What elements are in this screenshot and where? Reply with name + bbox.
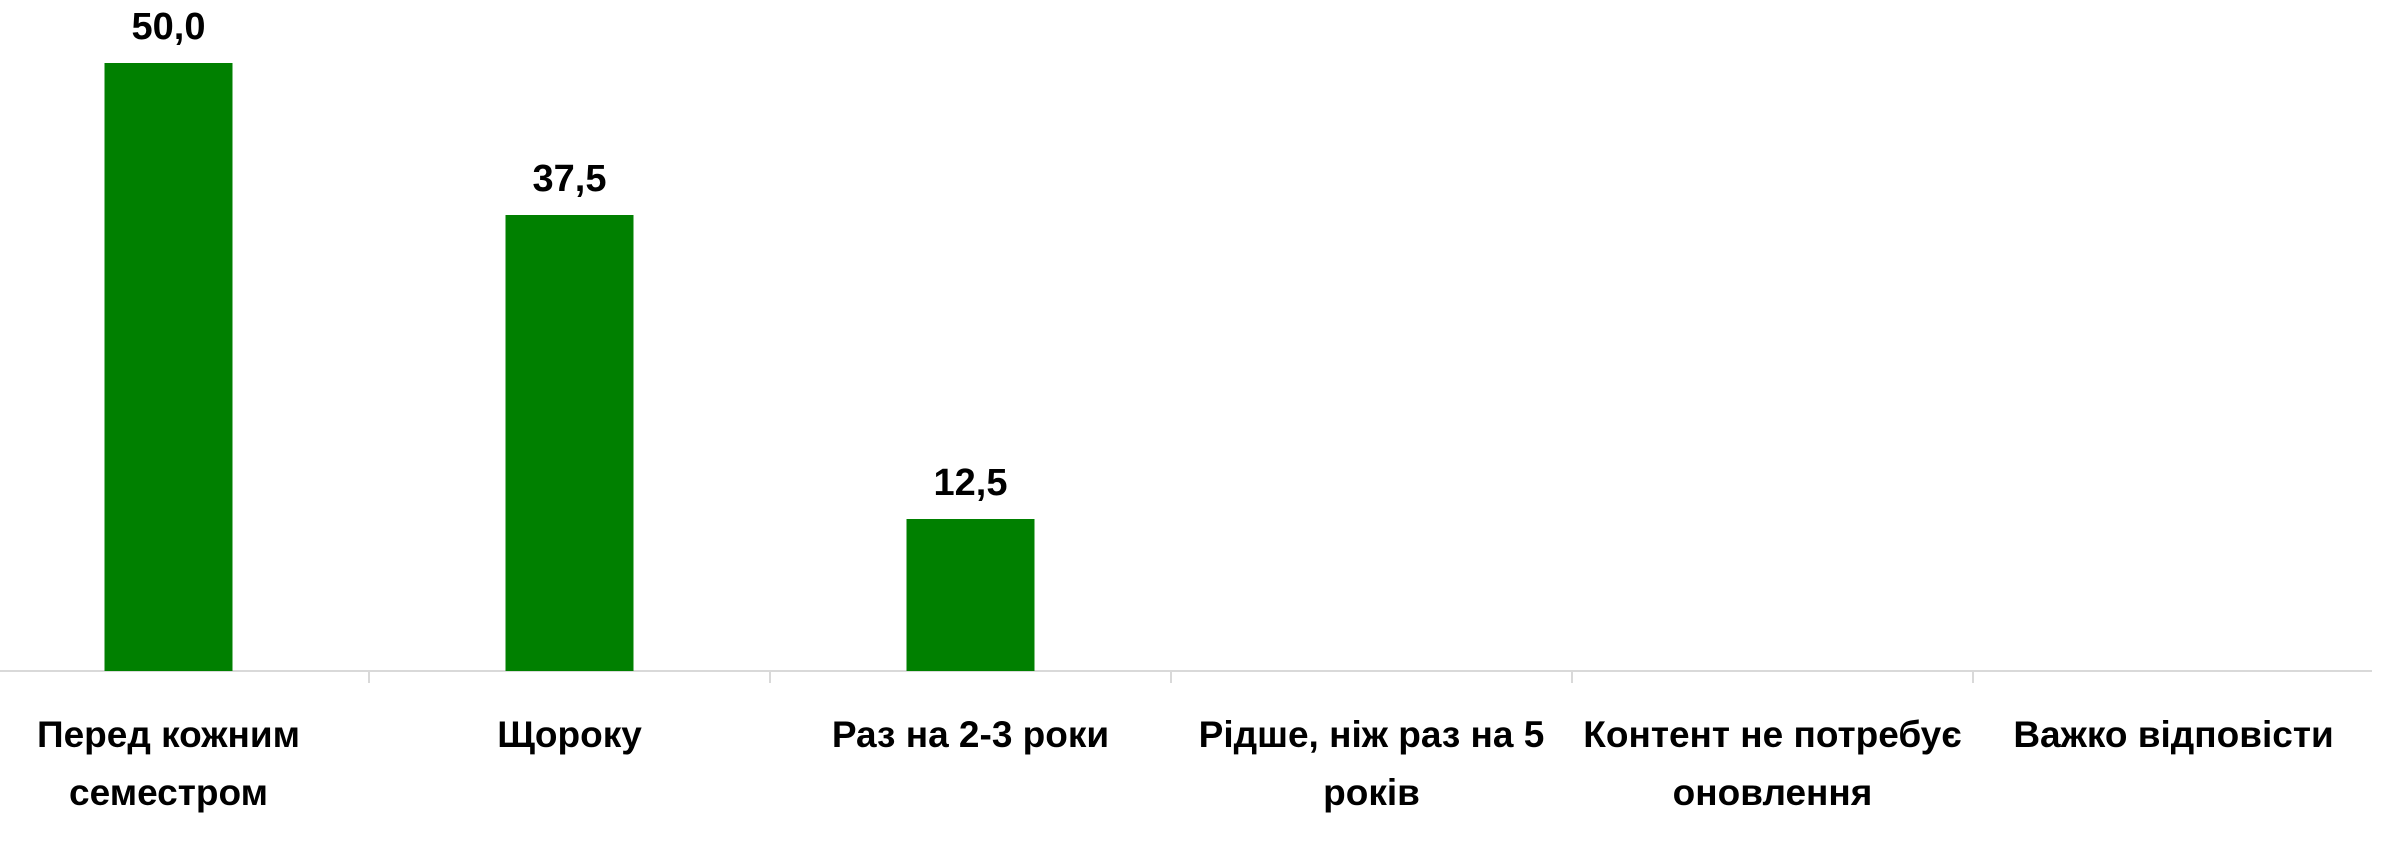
data-label: 37,5 [533,158,607,200]
data-label: 12,5 [934,462,1008,504]
x-tick-label: Щороку [497,714,642,755]
data-label: 50,0 [132,6,206,48]
x-tick-label: Важко відповісти [2013,714,2334,755]
bar [906,519,1035,671]
x-tick-label: Перед кожним семестром [37,714,300,813]
bar [104,63,233,671]
x-tick-label: Контент не потребує оновлення [1583,714,1962,813]
x-tick-label: Рідше, ніж раз на 5 років [1198,714,1545,813]
bar [505,215,634,671]
x-tick-label: Раз на 2-3 роки [831,714,1110,755]
